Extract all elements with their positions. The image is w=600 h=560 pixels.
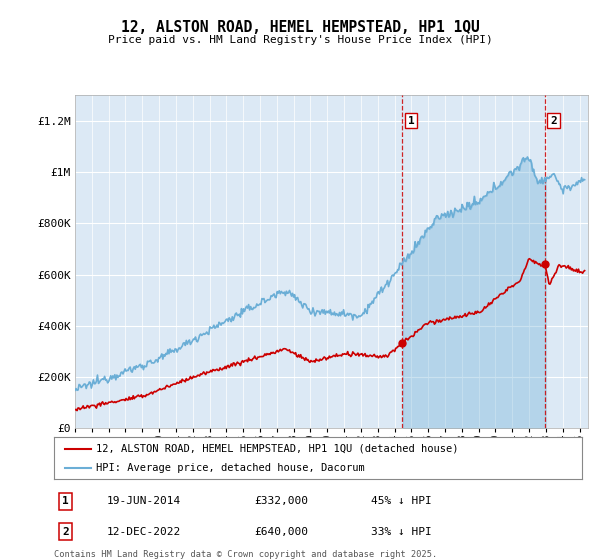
Text: 2: 2 [62,526,69,536]
Text: 45% ↓ HPI: 45% ↓ HPI [371,496,431,506]
Text: 33% ↓ HPI: 33% ↓ HPI [371,526,431,536]
Text: 19-JUN-2014: 19-JUN-2014 [107,496,181,506]
Text: 12, ALSTON ROAD, HEMEL HEMPSTEAD, HP1 1QU: 12, ALSTON ROAD, HEMEL HEMPSTEAD, HP1 1Q… [121,20,479,35]
Text: 12, ALSTON ROAD, HEMEL HEMPSTEAD, HP1 1QU (detached house): 12, ALSTON ROAD, HEMEL HEMPSTEAD, HP1 1Q… [96,444,459,454]
Text: £332,000: £332,000 [254,496,308,506]
Text: 12-DEC-2022: 12-DEC-2022 [107,526,181,536]
Text: HPI: Average price, detached house, Dacorum: HPI: Average price, detached house, Daco… [96,463,365,473]
Text: 1: 1 [407,116,414,125]
Text: 2: 2 [550,116,557,125]
Text: Price paid vs. HM Land Registry's House Price Index (HPI): Price paid vs. HM Land Registry's House … [107,35,493,45]
Text: 1: 1 [62,496,69,506]
Text: Contains HM Land Registry data © Crown copyright and database right 2025.
This d: Contains HM Land Registry data © Crown c… [54,550,437,560]
Text: £640,000: £640,000 [254,526,308,536]
